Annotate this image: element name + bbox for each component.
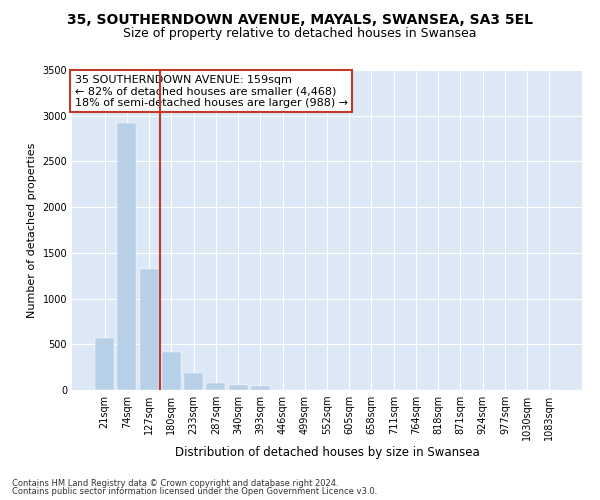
Bar [95, 338, 114, 390]
Bar [229, 386, 248, 390]
Text: 35 SOUTHERNDOWN AVENUE: 159sqm
← 82% of detached houses are smaller (4,468)
18% : 35 SOUTHERNDOWN AVENUE: 159sqm ← 82% of … [74, 75, 347, 108]
Text: Contains public sector information licensed under the Open Government Licence v3: Contains public sector information licen… [12, 487, 377, 496]
Bar [184, 373, 203, 390]
Bar [140, 270, 158, 390]
Bar [162, 352, 181, 390]
Text: Contains HM Land Registry data © Crown copyright and database right 2024.: Contains HM Land Registry data © Crown c… [12, 478, 338, 488]
Y-axis label: Number of detached properties: Number of detached properties [27, 142, 37, 318]
Text: Size of property relative to detached houses in Swansea: Size of property relative to detached ho… [123, 28, 477, 40]
Bar [118, 123, 136, 390]
Bar [251, 386, 270, 390]
Bar [206, 383, 225, 390]
Text: 35, SOUTHERNDOWN AVENUE, MAYALS, SWANSEA, SA3 5EL: 35, SOUTHERNDOWN AVENUE, MAYALS, SWANSEA… [67, 12, 533, 26]
X-axis label: Distribution of detached houses by size in Swansea: Distribution of detached houses by size … [175, 446, 479, 458]
